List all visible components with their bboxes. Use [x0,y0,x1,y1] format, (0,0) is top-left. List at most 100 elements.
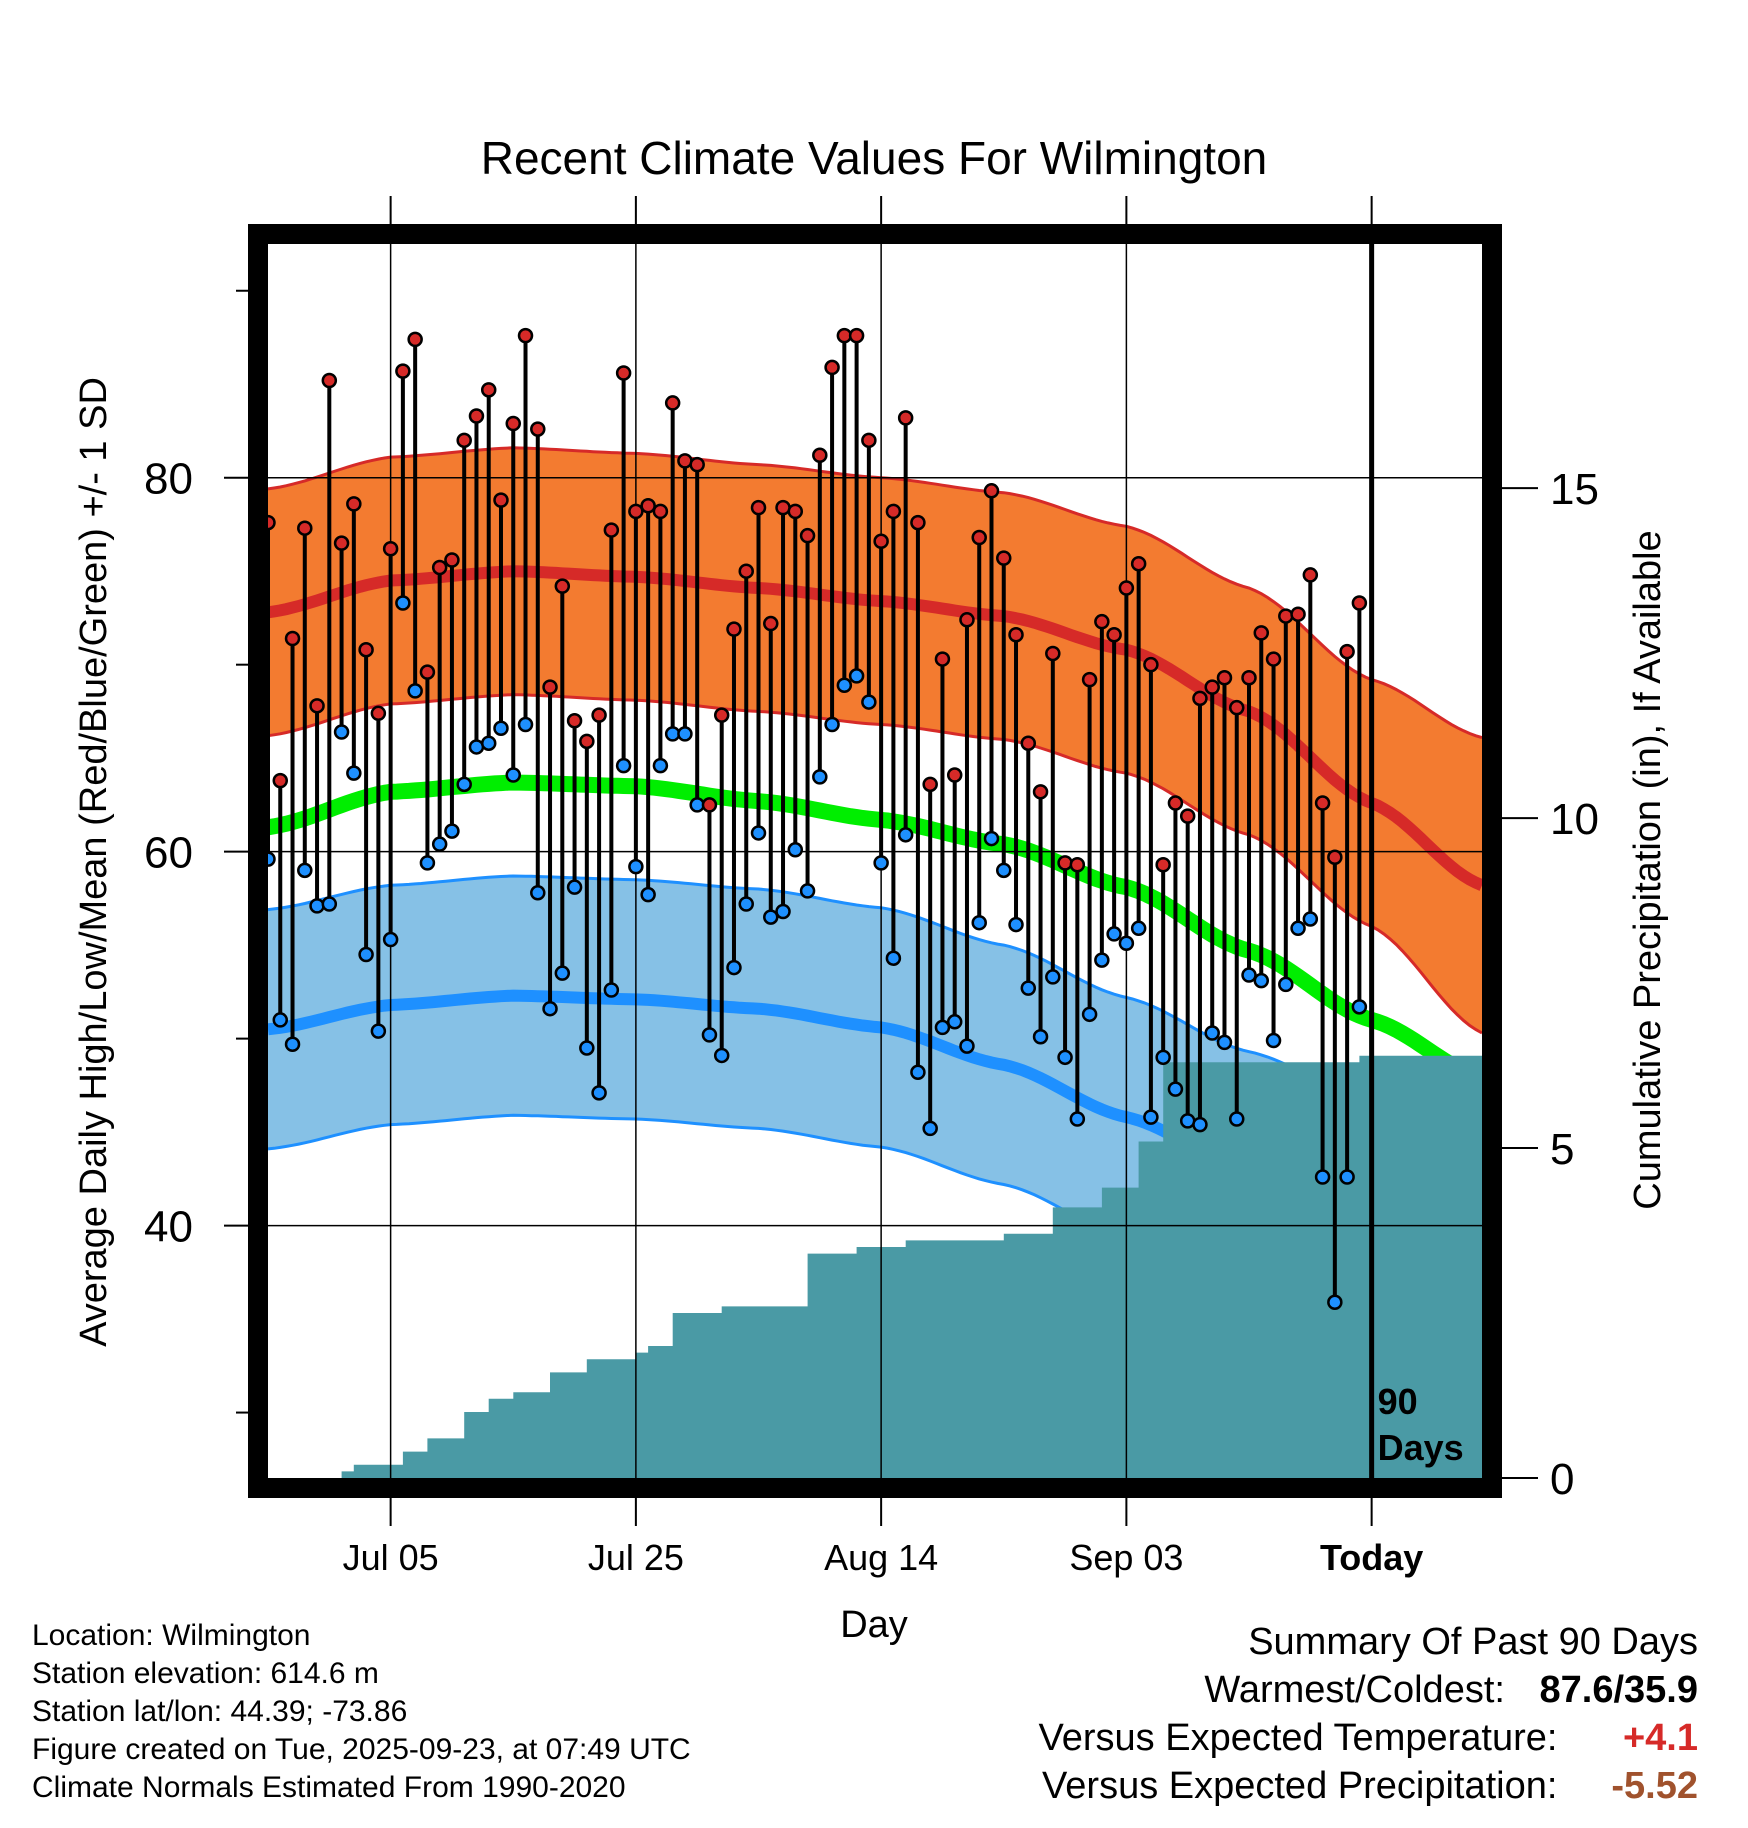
daily-low-point [1228,1111,1245,1127]
daily-low-point [726,959,742,976]
daily-low-point [1045,969,1061,985]
daily-high-point [713,707,730,723]
daily-high-point [1106,627,1122,643]
station-info: Location: Wilmington Station elevation: … [32,1617,691,1807]
daily-high-point [493,492,509,508]
daily-low-point [824,716,840,733]
daily-low-point [456,776,472,793]
daily-low-point [763,909,779,925]
daily-high-point [1241,670,1257,686]
daily-low-point [922,1120,938,1137]
daily-low-point [946,1014,963,1030]
axes: Jul 05 Jul 25 Aug 14 Sep 03 Today 40 60 80 0 5 10 1… [144,196,1599,1578]
chart-title: Recent Climate Values For Wilmington [481,132,1268,184]
daily-high-point [1032,784,1049,800]
daily-high-point [971,529,987,546]
daily-low-point [517,716,534,733]
daily-high-point [775,499,791,516]
daily-high-point [1057,855,1073,871]
daily-low-point [1204,1025,1220,1041]
daily-high-point [444,552,460,568]
daily-high-point [1020,735,1037,751]
daily-high-point [1216,670,1233,686]
daily-low-point [1032,1029,1049,1045]
daily-high-point [505,415,522,432]
normals-text: Climate Normals Estimated From 1990-2020 [32,1771,626,1804]
daily-high-point [848,327,865,344]
daily-high-point [321,372,338,389]
daily-high-point [763,615,779,632]
daily-low-point [530,885,546,901]
daily-high-point [579,733,595,750]
daily-low-point [579,1040,595,1056]
daily-low-point [468,739,485,755]
y2-tick-label: 5 [1550,1125,1574,1174]
daily-high-point [897,410,914,426]
daily-high-point [750,499,767,516]
daily-high-point [799,527,816,544]
daily-low-point [971,914,987,931]
daily-high-point [1314,795,1331,811]
daily-high-point [1228,699,1245,716]
daily-low-point [1020,980,1037,996]
daily-high-point [333,535,350,551]
daily-low-point [1253,972,1270,989]
daily-low-point [836,677,853,693]
summary-temp-row: Versus Expected Temperature: +4.1 [1039,1714,1698,1762]
y-tick-label: 60 [144,829,193,878]
precipitation-area [268,1055,1482,1478]
daily-low-point [1241,967,1257,983]
created-text: Figure created on Tue, 2025-09-23, at 07… [32,1733,691,1766]
daily-low-point [431,836,448,852]
daily-low-point [885,950,902,966]
y2-tick-label: 10 [1550,795,1599,844]
daily-low-point [1069,1111,1086,1127]
daily-low-point [554,965,571,981]
daily-low-point [848,668,865,684]
daily-high-point [395,363,411,379]
daily-low-point [272,1012,289,1028]
daily-high-point [628,503,644,520]
high-sd-band-fill [268,447,1482,1033]
daily-high-point [861,432,877,449]
y-axis-label: Average Daily High/Low/Mean (Red/Blue/Gr… [73,377,115,1347]
daily-high-point [812,447,828,464]
daily-low-point [787,842,804,858]
daily-low-point [1265,1032,1282,1049]
daily-low-point [346,765,362,781]
daily-low-point [505,767,522,783]
daily-high-point [1094,613,1110,630]
daily-high-point [959,612,975,628]
x-axis-label: Day [840,1604,908,1646]
daily-low-point [1008,916,1024,933]
daily-low-point [566,879,583,895]
daily-high-point [407,331,423,348]
daily-high-point [1339,643,1355,660]
daily-low-point [333,724,350,740]
precip-label: Versus Expected Precipitation: [1042,1765,1558,1807]
daily-low-point [309,898,325,914]
daily-low-point [873,855,889,871]
daily-high-point [652,503,669,520]
summary-heading: Summary Of Past 90 Days [1248,1621,1698,1663]
daily-low-point [812,769,828,785]
daily-high-point [1204,679,1220,695]
daily-high-point [542,679,558,695]
daily-high-point [1192,690,1208,707]
daily-high-point [382,541,399,557]
daily-low-point [284,1036,301,1052]
x-tick-label: Jul 25 [588,1537,684,1578]
daily-temperatures [260,327,1368,1310]
daily-low-point [407,683,423,699]
daily-low-point [1155,1049,1171,1066]
daily-high-point [272,772,289,789]
daily-low-point [983,830,1000,847]
daily-low-point [799,883,816,899]
high-sd-band-lower-edge [267,693,1483,1035]
summary-precip-row: Versus Expected Precipitation: -5.52 [1039,1762,1698,1810]
daily-low-point [615,757,632,774]
daily-high-point [1179,808,1196,824]
daily-low-point [738,896,754,912]
y-tick-label: 80 [144,455,193,504]
today-line: 90 Days [1369,244,1464,1478]
